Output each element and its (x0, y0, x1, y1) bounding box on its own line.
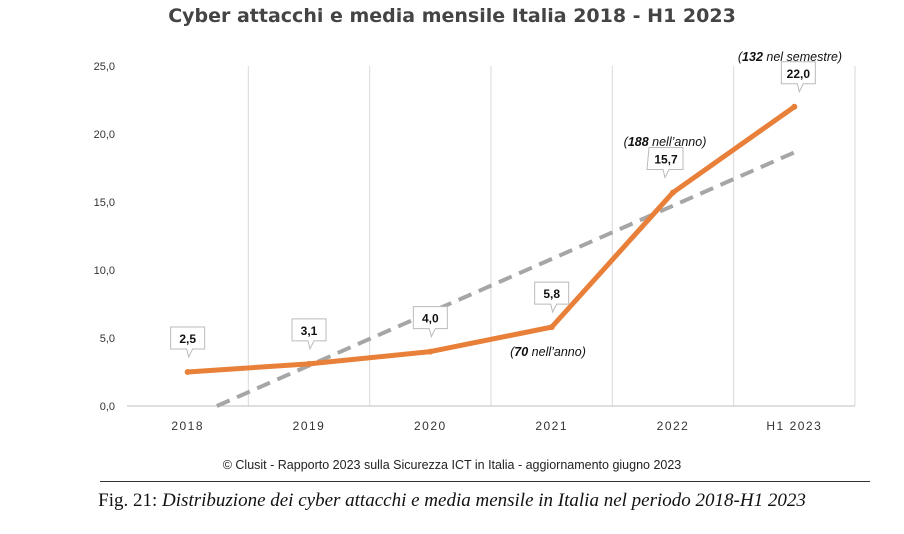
data-point (306, 360, 312, 367)
figure-caption: Fig. 21: Distribuzione dei cyber attacch… (0, 490, 904, 512)
x-tick-label: H1 2023 (766, 419, 822, 433)
annotation: (70 nell’anno) (510, 345, 586, 359)
data-label-box (780, 61, 816, 94)
annotation: (132 nel semestre) (738, 50, 842, 64)
y-tick-label: 0,0 (100, 401, 115, 413)
data-label: 22,0 (787, 67, 811, 81)
data-label-box (646, 146, 684, 179)
y-tick-label: 5,0 (100, 333, 115, 345)
x-tick-label: 2018 (171, 419, 204, 433)
annotation: (188 nell’anno) (624, 135, 707, 149)
line-chart: 0,0 5,0 10,0 15,0 20,0 25,0 2018 2019 2020 2021 20… (94, 50, 856, 433)
data-point (427, 348, 434, 355)
caption-label: Fig. 21: (98, 490, 158, 511)
data-label: 2,5 (179, 332, 196, 346)
data-label-box (534, 281, 570, 314)
data-label: 5,8 (543, 287, 560, 301)
data-point (791, 103, 798, 110)
data-point (184, 369, 191, 375)
x-tick-label: 2021 (535, 419, 568, 433)
y-tick-label: 20,0 (94, 129, 115, 141)
data-label: 15,7 (654, 152, 678, 166)
x-tick-label: 2022 (657, 419, 690, 433)
data-label: 4,0 (422, 312, 439, 326)
y-tick-label: 25,0 (94, 61, 115, 73)
caption-text: Distribuzione dei cyber attacchi e media… (162, 490, 806, 511)
y-tick-label: 15,0 (94, 197, 115, 209)
data-label-box (412, 306, 448, 339)
data-point (548, 324, 555, 331)
trendline (216, 150, 796, 408)
data-label-box (170, 326, 206, 359)
series-line (187, 104, 796, 375)
x-tick-label: 2020 (414, 419, 447, 433)
x-tick-label: 2019 (293, 419, 326, 433)
chart-title: Cyber attacchi e media mensile Italia 20… (168, 5, 736, 27)
divider (100, 481, 870, 482)
data-label: 3,1 (301, 324, 318, 338)
data-point (670, 189, 676, 196)
y-tick-label: 10,0 (94, 265, 115, 277)
source-note: © Clusit - Rapporto 2023 sulla Sicurezza… (222, 458, 682, 472)
data-label-box (291, 318, 327, 351)
